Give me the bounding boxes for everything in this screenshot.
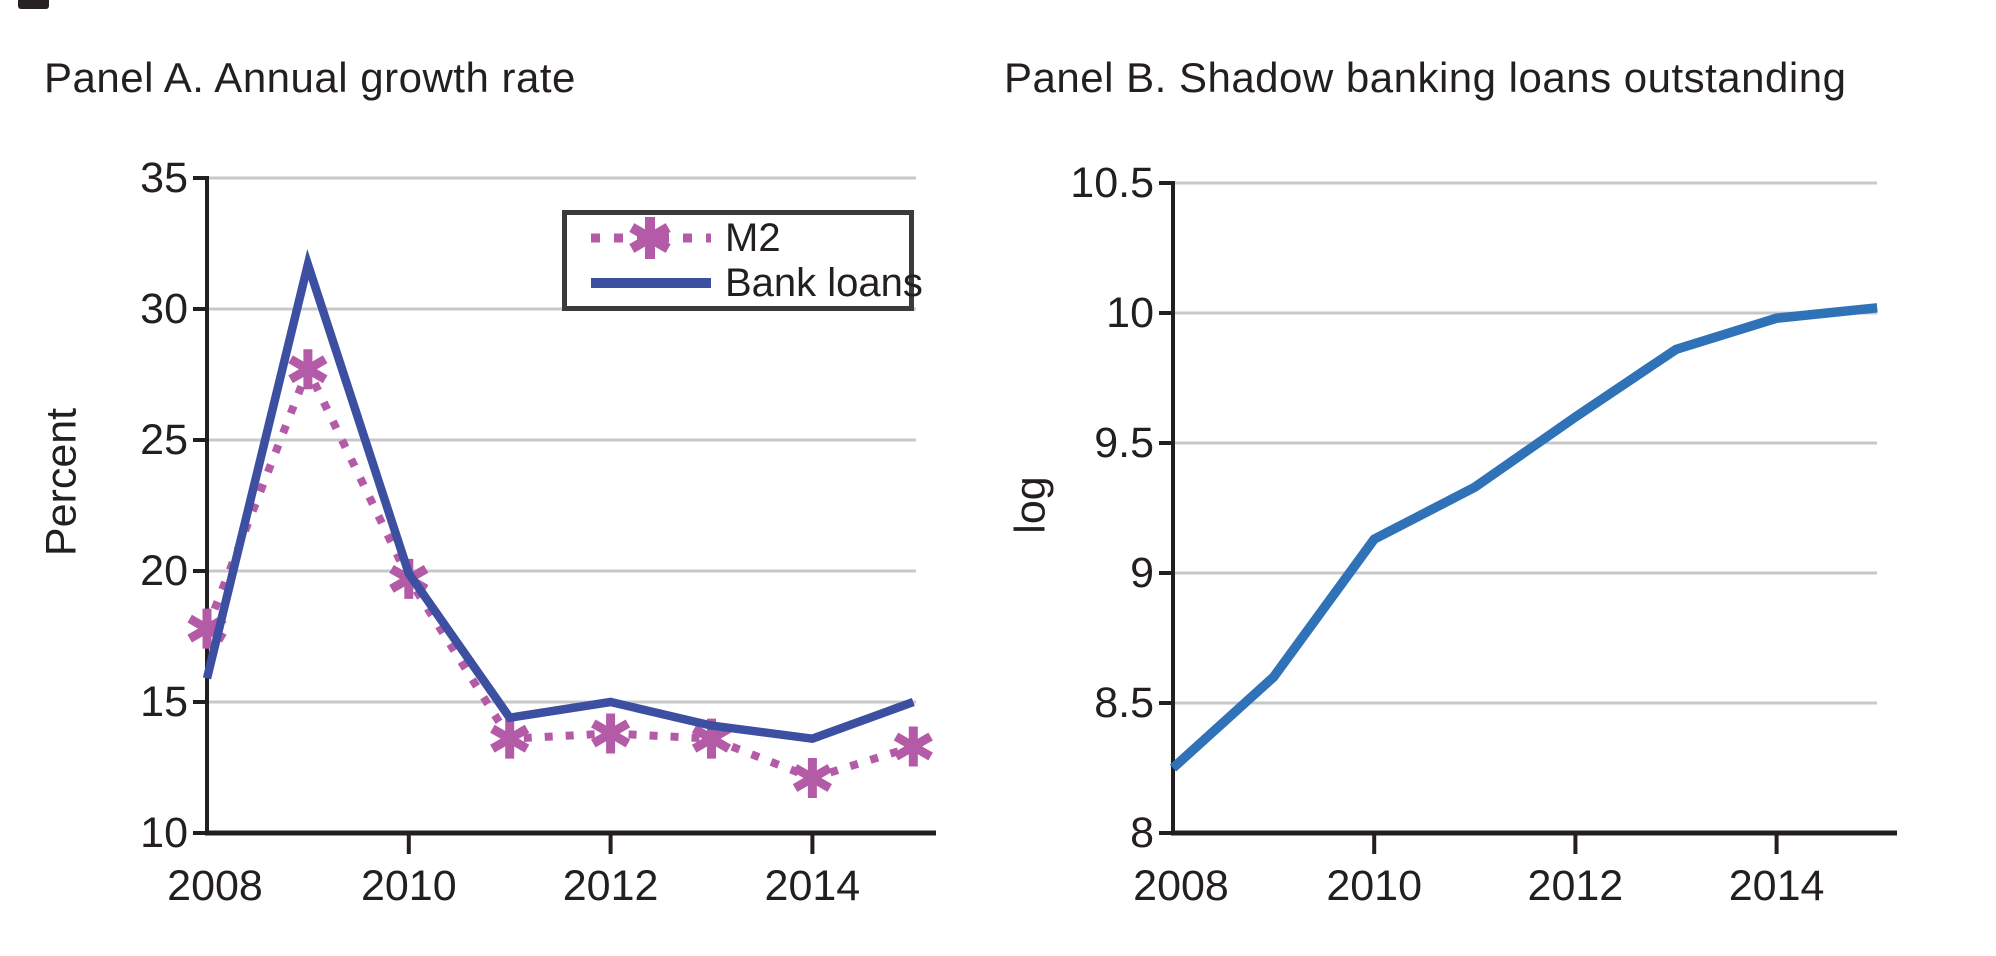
y-tick-label: 8 xyxy=(1130,809,1154,857)
m2-line xyxy=(203,359,915,783)
y-tick-label: 8.5 xyxy=(1094,679,1154,727)
x-tick-label: 2014 xyxy=(764,862,861,910)
x-tick-label: 2012 xyxy=(562,862,659,910)
panel-a-title: Panel A. Annual growth rate xyxy=(44,54,576,101)
m2-legend-sample-icon xyxy=(591,217,711,259)
x-tick-label: 2008 xyxy=(167,862,263,910)
legend-label-bank-loans: Bank loans xyxy=(725,260,923,305)
m2-asterisk-marker xyxy=(691,724,732,753)
y-tick-label: 20 xyxy=(140,547,188,595)
bank-loans-line xyxy=(202,248,915,744)
m2-asterisk-marker xyxy=(792,764,832,792)
y-tick-label: 10 xyxy=(140,809,188,857)
y-tick-label: 10.5 xyxy=(1070,159,1154,207)
m2-asterisk-marker xyxy=(893,732,933,761)
x-tick-label: 2010 xyxy=(1326,862,1423,910)
x-tick-label: 2008 xyxy=(1133,862,1229,910)
shadow-banking-line xyxy=(1169,303,1878,772)
m2-asterisk-marker xyxy=(591,719,631,748)
y-tick-label: 30 xyxy=(140,285,188,333)
m2-asterisk-marker xyxy=(288,355,328,384)
x-tick-label: 2012 xyxy=(1527,862,1624,910)
panel-b-title: Panel B. Shadow banking loans outstandin… xyxy=(1004,54,1847,101)
y-tick-label: 25 xyxy=(140,416,188,464)
legend: M2 Bank loans xyxy=(562,210,923,311)
legend-item-bank-loans: Bank loans xyxy=(589,261,923,305)
legend-label-m2: M2 xyxy=(725,215,781,260)
cropped-glyph-artifact xyxy=(18,0,49,9)
bank-loans-legend-sample-icon xyxy=(591,278,711,288)
asterisk-marker-icon xyxy=(629,217,671,259)
legend-item-m2: M2 xyxy=(589,216,909,260)
y-tick-label: 15 xyxy=(140,678,188,726)
y-tick-label: 9 xyxy=(1130,549,1154,597)
x-tick-label: 2010 xyxy=(360,862,457,910)
m2-asterisk-marker xyxy=(490,724,530,753)
y-tick-label: 35 xyxy=(140,154,188,202)
x-tick-label: 2014 xyxy=(1728,862,1825,910)
y-tick-label: 9.5 xyxy=(1094,419,1154,467)
y-tick-label: 10 xyxy=(1106,289,1154,337)
